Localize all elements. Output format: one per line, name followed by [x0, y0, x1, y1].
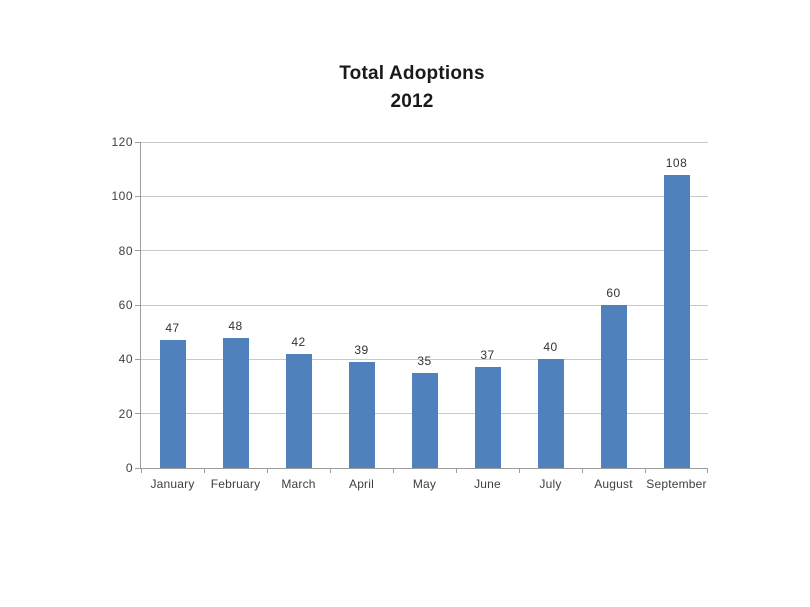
y-tick-label: 80: [118, 243, 133, 258]
y-tick-label: 40: [118, 352, 133, 367]
gridline-120: [141, 141, 708, 143]
y-tick-label: 60: [118, 298, 133, 312]
y-tick-label: 120: [111, 135, 133, 149]
x-axis-tick: [141, 468, 142, 473]
x-axis-tick: [330, 468, 331, 473]
data-label-april: 39: [354, 343, 369, 358]
x-category-label-august: August: [594, 477, 633, 491]
chart-title-line1: Total Adoptions: [339, 63, 485, 84]
y-axis-tick: [135, 413, 141, 415]
x-axis-tick: [582, 468, 583, 473]
plot-area: 0 20 40 60 80 100 120 47 January 48 February 42 Marc…: [111, 135, 708, 491]
bar-july: [537, 359, 564, 468]
data-label-june: 37: [480, 348, 495, 363]
y-tick-label: 100: [111, 189, 133, 204]
x-category-label-march: March: [281, 477, 316, 491]
y-axis-tick: [135, 467, 141, 469]
x-axis-tick: [393, 468, 394, 473]
bar-february: [222, 337, 249, 468]
y-tick-label: 20: [118, 406, 133, 421]
bar-january: [159, 340, 186, 468]
bar-june: [474, 367, 501, 468]
bar-august: [600, 305, 627, 468]
chart-title: Total Adoptions 2012: [14, 60, 810, 116]
x-category-label-april: April: [348, 477, 374, 491]
data-label-march: 42: [291, 334, 306, 349]
x-category-label-september: September: [646, 477, 707, 491]
y-axis-tick: [135, 304, 141, 306]
data-label-august: 60: [606, 286, 621, 300]
data-label-july: 40: [543, 340, 558, 355]
gridline-100: [141, 195, 708, 197]
x-category-label-july: July: [539, 477, 562, 491]
gridline-60: [141, 304, 708, 306]
x-axis-tick: [645, 468, 646, 473]
x-category-label-january: January: [150, 477, 195, 491]
y-axis-tick: [135, 358, 141, 360]
bar-march: [285, 353, 312, 468]
x-axis-tick: [519, 468, 520, 473]
data-label-february: 48: [228, 318, 243, 333]
y-axis-tick: [135, 250, 141, 252]
y-tick-label: 0: [125, 461, 133, 475]
gridline-40: [141, 358, 708, 360]
x-category-label-may: May: [412, 477, 437, 491]
bar-may: [411, 372, 438, 468]
data-label-may: 35: [417, 353, 432, 368]
bar-april: [348, 362, 375, 468]
x-category-label-february: February: [210, 477, 261, 491]
data-label-september: 108: [665, 155, 688, 170]
x-axis-tick: [456, 468, 457, 473]
data-label-january: 47: [165, 321, 180, 336]
y-axis-tick: [135, 141, 141, 143]
x-axis-tick: [267, 468, 268, 473]
y-axis-tick: [135, 195, 141, 197]
x-axis-tick: [204, 468, 205, 473]
gridline-80: [141, 250, 708, 252]
bar-september: [663, 174, 690, 468]
x-category-label-june: June: [474, 477, 501, 491]
chart-title-line2: 2012: [390, 91, 434, 112]
x-axis-tick: [707, 468, 708, 473]
